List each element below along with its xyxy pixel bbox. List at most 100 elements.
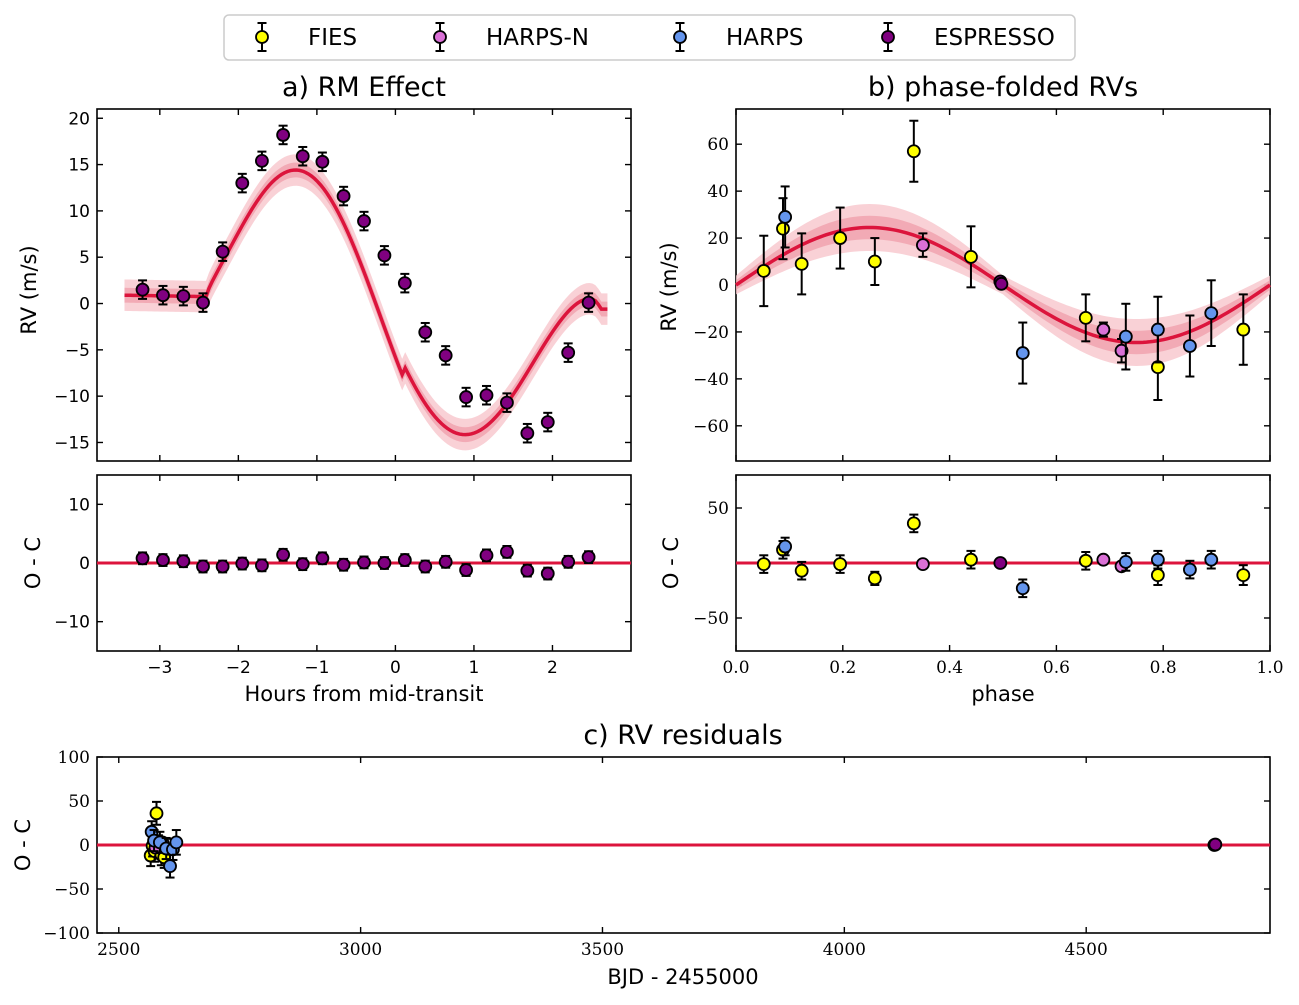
- marker: [540, 566, 555, 581]
- x-tick-label: 1: [469, 658, 480, 678]
- y-tick-label: −10: [54, 613, 90, 633]
- fies-data-point: [1078, 551, 1093, 571]
- time-x-axis-label: BJD - 2455000: [607, 965, 758, 989]
- legend-entry-espresso: ESPRESSO: [881, 22, 1055, 52]
- y-tick-label: 100: [58, 748, 90, 768]
- fies-data-point: [906, 119, 921, 183]
- espresso-data-point: [994, 276, 1009, 291]
- marker: [156, 288, 170, 303]
- marker: [964, 552, 978, 567]
- marker: [397, 553, 412, 567]
- x-tick-label: 0.0: [722, 658, 749, 678]
- espresso-data-point: [418, 321, 433, 343]
- espresso-data-point: [176, 285, 191, 307]
- espresso-data-point: [255, 558, 269, 573]
- legend-label: FIES: [308, 25, 357, 51]
- harps-data-point: [1183, 314, 1197, 378]
- espresso-data-point: [397, 272, 412, 294]
- espresso-data-point: [540, 411, 555, 433]
- y-tick-label: −40: [693, 370, 729, 390]
- fies-data-point: [794, 560, 809, 581]
- legend-marker: [255, 30, 269, 44]
- marker: [276, 128, 291, 142]
- espresso-data-point: [459, 386, 473, 408]
- y-tick-label: 5: [79, 248, 90, 268]
- y-tick-label: 15: [68, 156, 90, 176]
- marker: [196, 559, 210, 574]
- rm-effect-panel: −15 −10 −5 0 5 10 15 20: [54, 108, 632, 462]
- marker: [1078, 310, 1093, 325]
- espresso-data-point: [520, 422, 535, 444]
- marker: [235, 556, 250, 571]
- fies-data-point: [149, 800, 164, 826]
- marker: [357, 214, 371, 228]
- marker: [176, 554, 191, 569]
- y-tick-label: −100: [43, 924, 90, 944]
- marker: [1118, 329, 1133, 344]
- espresso-data-point: [315, 151, 330, 173]
- espresso-data-point: [561, 554, 576, 569]
- harps-n-data-point: [916, 232, 930, 258]
- x-tick-label: 0.2: [829, 658, 856, 678]
- rm-plot-area: [124, 124, 608, 451]
- rm-axes-frame: [96, 108, 632, 462]
- harps-data-point: [1204, 279, 1219, 348]
- marker: [276, 547, 291, 562]
- espresso-data-point: [215, 559, 230, 574]
- espresso-data-point: [397, 553, 412, 567]
- marker: [479, 548, 494, 563]
- marker: [336, 557, 351, 572]
- marker: [794, 256, 809, 271]
- espresso-data-point: [479, 384, 494, 406]
- marker: [833, 231, 848, 245]
- marker: [418, 325, 433, 340]
- espresso-data-point: [438, 554, 453, 569]
- marker: [1118, 555, 1133, 569]
- legend-label: HARPS-N: [486, 25, 589, 51]
- harps-data-point: [1150, 549, 1165, 570]
- harps-data-point: [1118, 552, 1133, 572]
- marker: [906, 516, 921, 531]
- marker: [135, 551, 150, 566]
- marker: [794, 563, 809, 578]
- legend-marker: [881, 30, 895, 44]
- y-tick-label: 60: [707, 135, 729, 155]
- marker: [778, 210, 793, 224]
- espresso-data-point: [295, 145, 310, 167]
- y-tick-label: 20: [68, 109, 90, 129]
- espresso-data-point: [1208, 837, 1223, 852]
- x-tick-label: 0: [390, 658, 401, 678]
- marker: [867, 254, 882, 269]
- fies-data-point: [867, 237, 882, 286]
- espresso-data-point: [459, 563, 473, 577]
- legend-entry-harps: HARPS: [673, 22, 803, 52]
- harps-data-point: [778, 185, 793, 249]
- marker: [315, 551, 330, 566]
- marker: [1236, 322, 1251, 337]
- phase-residual-panel: −50 50 0.0 0.2 0.4 0.6 0.8 1.0: [693, 474, 1284, 678]
- rm-y-axis-label: RV (m/s): [17, 245, 41, 334]
- phase-y-axis-label: RV (m/s): [657, 242, 681, 331]
- marker: [581, 550, 596, 565]
- x-tick-label: −3: [147, 658, 172, 678]
- espresso-data-point: [438, 345, 453, 366]
- marker: [255, 153, 269, 168]
- legend-entry-fies: FIES: [255, 22, 357, 52]
- espresso-data-point: [336, 185, 351, 207]
- marker: [1096, 552, 1111, 567]
- marker: [295, 149, 310, 164]
- y-tick-label: 10: [68, 495, 90, 515]
- x-tick-label: 4000: [823, 940, 866, 960]
- marker: [833, 557, 848, 571]
- x-tick-label: 0.6: [1043, 658, 1070, 678]
- legend-frame: [223, 14, 1076, 61]
- marker: [215, 244, 230, 259]
- marker: [1078, 553, 1093, 568]
- harps-n-data-point: [1096, 552, 1111, 567]
- legend-label: HARPS: [726, 25, 803, 51]
- harps-data-point: [169, 829, 184, 856]
- marker: [756, 557, 771, 571]
- harps-data-point: [1183, 559, 1197, 580]
- x-tick-label: 0.4: [936, 658, 963, 678]
